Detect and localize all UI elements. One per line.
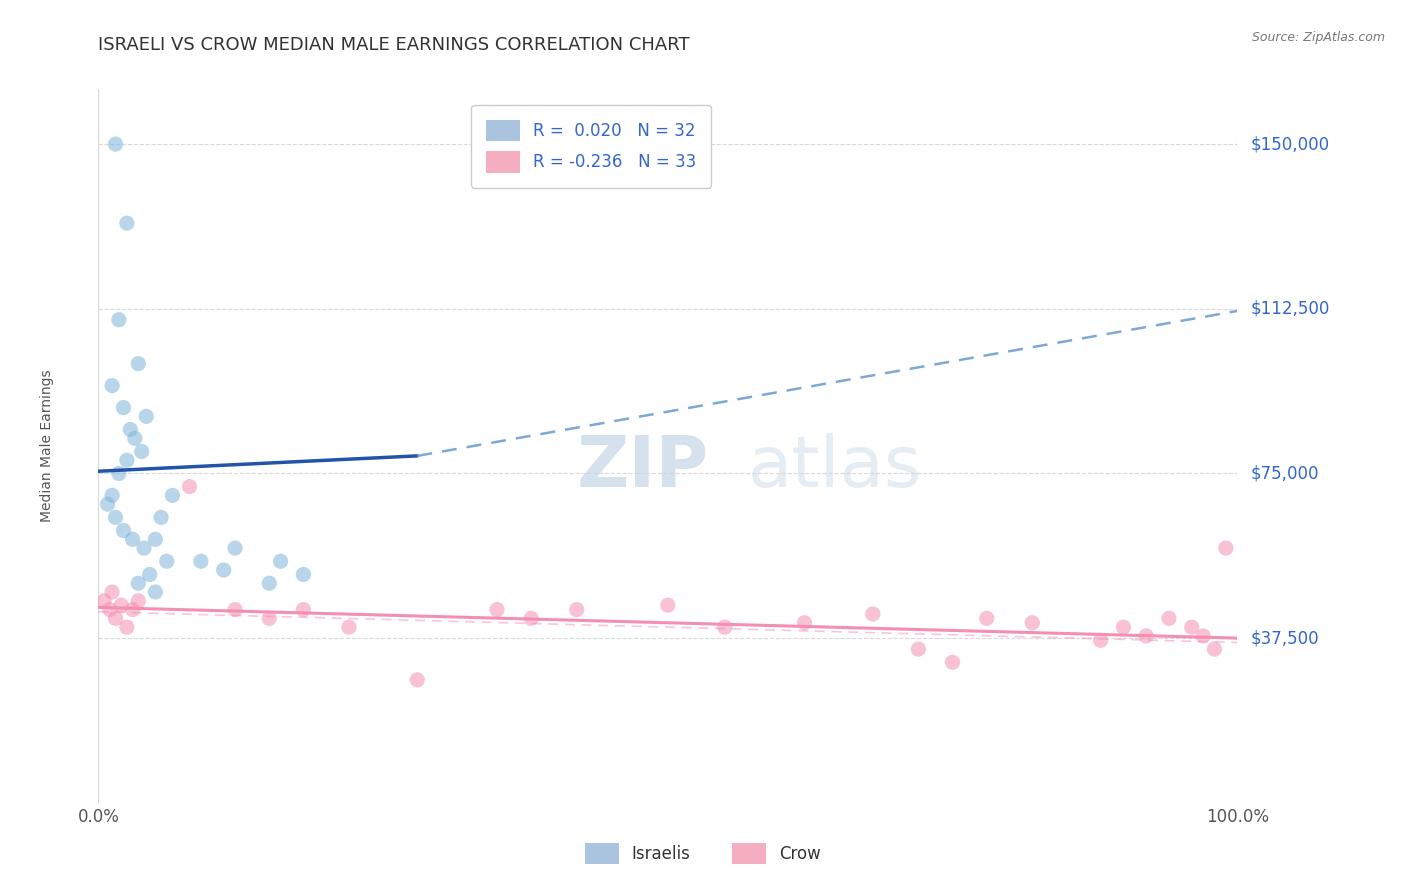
Point [138, 567, 160, 582]
Point [156, 554, 179, 568]
Point [520, 611, 543, 625]
Text: ZIP: ZIP [576, 433, 709, 502]
Point [259, 611, 281, 625]
Point [145, 585, 167, 599]
Point [1215, 541, 1237, 555]
Text: $75,000: $75,000 [1251, 465, 1319, 483]
Point [942, 655, 965, 669]
Point [224, 602, 246, 616]
Point [337, 620, 360, 634]
Text: atlas: atlas [748, 433, 922, 502]
Text: Median Male Earnings: Median Male Earnings [41, 369, 55, 523]
Point [976, 611, 998, 625]
Point [150, 510, 173, 524]
Point [120, 423, 142, 437]
Point [1204, 642, 1226, 657]
Point [179, 480, 201, 494]
Point [115, 620, 138, 634]
Point [101, 585, 124, 599]
Point [101, 378, 124, 392]
Point [486, 602, 509, 616]
Point [104, 137, 127, 152]
Point [127, 357, 149, 371]
Point [121, 602, 143, 616]
Point [104, 510, 127, 524]
Point [108, 467, 131, 481]
Text: ISRAELI VS CROW MEDIAN MALE EARNINGS CORRELATION CHART: ISRAELI VS CROW MEDIAN MALE EARNINGS COR… [98, 36, 690, 54]
Point [657, 598, 679, 612]
Point [121, 533, 143, 547]
Point [224, 541, 246, 555]
Point [1157, 611, 1180, 625]
Point [1021, 615, 1043, 630]
Point [1192, 629, 1215, 643]
Point [1090, 633, 1112, 648]
Point [112, 524, 135, 538]
Point [292, 567, 315, 582]
Point [1135, 629, 1157, 643]
Point [112, 401, 135, 415]
Point [127, 576, 149, 591]
Point [108, 312, 131, 326]
Point [714, 620, 737, 634]
Text: Source: ZipAtlas.com: Source: ZipAtlas.com [1251, 31, 1385, 45]
Point [145, 533, 167, 547]
Point [132, 541, 155, 555]
Point [127, 594, 149, 608]
Point [110, 598, 132, 612]
Legend: R =  0.020   N = 32, R = -0.236   N = 33: R = 0.020 N = 32, R = -0.236 N = 33 [471, 104, 711, 187]
Point [135, 409, 157, 424]
Point [131, 444, 153, 458]
Legend: Israelis, Crow: Israelis, Crow [578, 837, 828, 871]
Point [793, 615, 815, 630]
Point [124, 431, 146, 445]
Point [162, 488, 184, 502]
Point [259, 576, 281, 591]
Text: $112,500: $112,500 [1251, 300, 1330, 318]
Point [101, 488, 124, 502]
Text: $37,500: $37,500 [1251, 629, 1320, 647]
Point [270, 554, 292, 568]
Point [862, 607, 884, 621]
Point [292, 602, 315, 616]
Point [406, 673, 429, 687]
Point [104, 611, 127, 625]
Point [115, 216, 138, 230]
Point [907, 642, 929, 657]
Point [565, 602, 588, 616]
Point [115, 453, 138, 467]
Point [212, 563, 235, 577]
Point [93, 594, 115, 608]
Text: $150,000: $150,000 [1251, 135, 1330, 153]
Point [1181, 620, 1204, 634]
Point [1112, 620, 1135, 634]
Point [96, 497, 118, 511]
Point [190, 554, 212, 568]
Point [98, 602, 121, 616]
